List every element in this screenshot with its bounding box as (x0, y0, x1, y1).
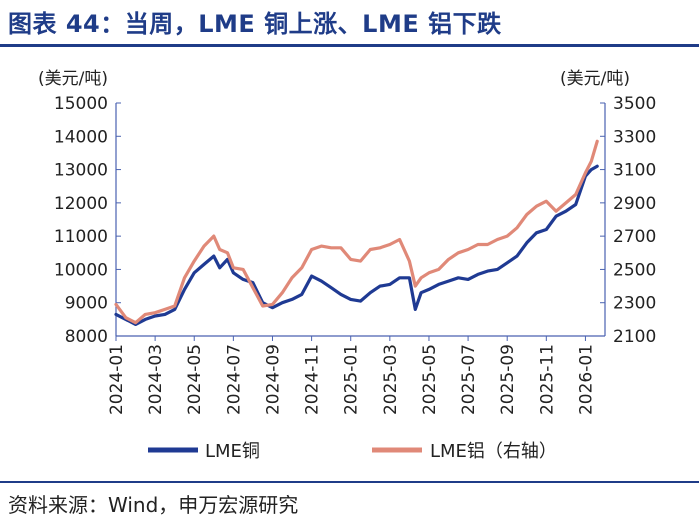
left-tick-label: 8000 (65, 327, 108, 347)
x-tick-label: 2025-05 (420, 344, 440, 415)
right-axis-unit: (美元/吨) (560, 69, 630, 89)
right-tick-label: 2700 (613, 227, 656, 247)
legend-aluminum-label: LME铝（右轴） (430, 441, 557, 462)
x-tick-label: 2024-01 (107, 344, 127, 415)
legend-copper-label: LME铜 (205, 441, 260, 462)
right-tick-label: 3100 (613, 161, 656, 181)
left-tick-label: 10000 (54, 260, 108, 280)
left-tick-label: 15000 (54, 94, 108, 114)
x-tick-label: 2025-01 (342, 344, 362, 415)
x-tick-label: 2025-03 (381, 344, 401, 415)
x-tick-label: 2024-11 (303, 344, 323, 415)
left-axis-unit: (美元/吨) (38, 69, 108, 89)
x-tick-label: 2026-01 (576, 344, 596, 415)
right-tick-label: 3500 (613, 94, 656, 114)
axes-layer: (美元/吨) (美元/吨) 8000 9000 10000 11000 12000 13000… (38, 69, 656, 415)
left-tick-label: 14000 (54, 127, 108, 147)
series-layer (114, 139, 599, 326)
title-underline (0, 44, 699, 47)
left-tick-label: 12000 (54, 194, 108, 214)
source-note: 资料来源：Wind，申万宏源研究 (8, 493, 299, 517)
left-tick-label: 9000 (65, 294, 108, 314)
left-tick-label: 11000 (54, 227, 108, 247)
x-tick-label: 2024-07 (224, 344, 244, 415)
right-tick-label: 2900 (613, 194, 656, 214)
legend: LME铜 LME铝（右轴） (148, 441, 557, 462)
series-line-copper (114, 164, 599, 326)
x-tick-label: 2024-05 (185, 344, 205, 415)
right-tick-label: 2500 (613, 260, 656, 280)
left-tick-label: 13000 (54, 161, 108, 181)
chart-title: 图表 44：当周，LME 铜上涨、LME 铝下跌 (8, 10, 502, 38)
line-chart: (美元/吨) (美元/吨) 8000 9000 10000 11000 12000 13000… (38, 69, 656, 462)
series-line-aluminum (114, 139, 599, 325)
right-tick-label: 2300 (613, 294, 656, 314)
x-tick-label: 2025-07 (459, 344, 479, 415)
right-tick-label: 2100 (613, 327, 656, 347)
right-tick-label: 3300 (613, 127, 656, 147)
x-tick-label: 2024-09 (263, 344, 283, 415)
x-tick-label: 2024-03 (146, 344, 166, 415)
x-tick-label: 2025-11 (537, 344, 557, 415)
footer-rule (0, 481, 699, 483)
x-tick-label: 2025-09 (498, 344, 518, 415)
